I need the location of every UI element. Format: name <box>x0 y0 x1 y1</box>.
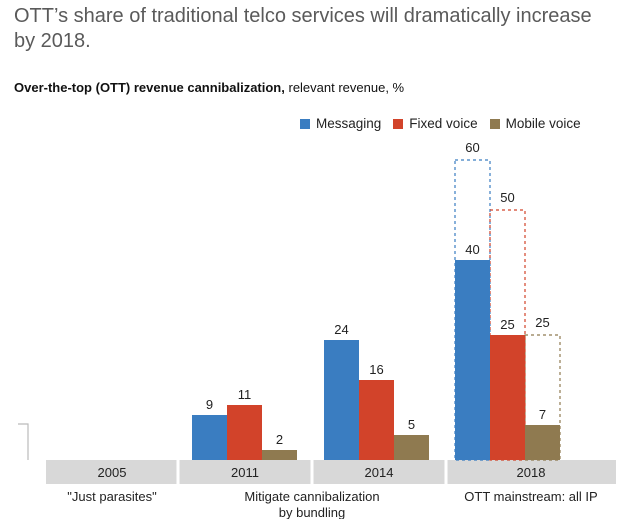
bar-messaging-2014 <box>324 340 359 460</box>
value-label-fixed_voice-2014: 16 <box>369 362 383 377</box>
legend-label-mobile-voice: Mobile voice <box>505 116 581 131</box>
value-label-fixed_voice-2011: 11 <box>238 387 252 402</box>
subtitle-bold: Over-the-top (OTT) revenue cannibalizati… <box>14 80 285 95</box>
phase-label-3-line-1: OTT mainstream: all IP <box>464 489 597 504</box>
bar-fixed_voice-2011 <box>227 405 262 460</box>
value-label-mobile_voice-2011: 2 <box>276 432 283 447</box>
legend-item-messaging: Messaging <box>300 116 381 131</box>
phase-label-2-line-1: Mitigate cannibalization <box>244 489 379 504</box>
category-label-2011: 2011 <box>231 465 259 480</box>
legend-item-fixed-voice: Fixed voice <box>393 116 478 131</box>
bar-mobile_voice-2011 <box>262 450 297 460</box>
legend-swatch-messaging <box>300 118 310 129</box>
headline: OTT’s share of traditional telco service… <box>14 5 592 52</box>
category-label-2005: 2005 <box>98 465 127 480</box>
bar-fixed_voice-2018 <box>490 335 525 460</box>
phase-label-2-line-2: by bundling <box>279 505 346 519</box>
value-label-messaging-2011: 9 <box>206 397 213 412</box>
bar-mobile_voice-2018 <box>525 425 560 460</box>
left-bracket <box>18 423 29 460</box>
value-label-fixed_voice-2018: 25 <box>500 317 514 332</box>
bar-fixed_voice-2014 <box>359 380 394 460</box>
phase-label-1-line-1: "Just parasites" <box>67 489 157 504</box>
value-label-mobile_voice-2014: 5 <box>408 417 415 432</box>
potential-label-messaging: 60 <box>465 140 479 155</box>
bar-messaging-2018 <box>455 260 490 460</box>
category-axis-band <box>46 460 616 484</box>
legend-label-fixed-voice: Fixed voice <box>409 116 478 131</box>
value-label-messaging-2018: 40 <box>465 242 479 257</box>
legend-swatch-fixed-voice <box>393 118 404 129</box>
bar-mobile_voice-2014 <box>394 435 429 460</box>
potential-bar-mobile_voice <box>524 334 561 461</box>
value-label-messaging-2014: 24 <box>334 322 348 337</box>
bar-messaging-2011 <box>192 415 227 460</box>
value-label-mobile_voice-2018: 7 <box>539 407 546 422</box>
potential-label-fixed_voice: 50 <box>500 190 514 205</box>
subtitle-normal: relevant revenue, % <box>284 80 405 95</box>
chart-subtitle: Over-the-top (OTT) revenue cannibalizati… <box>14 80 404 95</box>
potential-label-mobile_voice: 25 <box>535 315 549 330</box>
legend: Messaging Fixed voice Mobile voice <box>300 116 593 131</box>
category-label-2018: 2018 <box>517 465 546 480</box>
category-label-2014: 2014 <box>365 465 394 480</box>
legend-item-mobile-voice: Mobile voice <box>489 116 581 131</box>
legend-swatch-mobile-voice <box>489 118 500 129</box>
legend-label-messaging: Messaging <box>316 116 382 131</box>
